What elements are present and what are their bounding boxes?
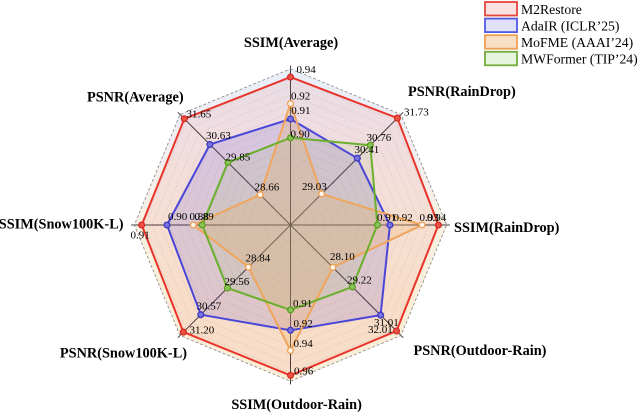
svg-text:0.96: 0.96 <box>294 366 314 378</box>
svg-text:29.85: 29.85 <box>226 152 251 164</box>
svg-text:SSIM(Snow100K-L): SSIM(Snow100K-L) <box>0 217 124 233</box>
svg-text:32.01: 32.01 <box>368 324 393 336</box>
svg-text:0.91: 0.91 <box>293 298 312 310</box>
svg-text:29.56: 29.56 <box>225 276 250 288</box>
svg-text:AdaIR (ICLR’25): AdaIR (ICLR’25) <box>521 18 619 34</box>
svg-text:29.03: 29.03 <box>302 181 327 193</box>
svg-text:PSNR(Average): PSNR(Average) <box>87 90 184 106</box>
svg-text:28.66: 28.66 <box>255 181 280 193</box>
svg-text:M2Restore: M2Restore <box>521 2 582 17</box>
svg-text:0.91: 0.91 <box>291 105 310 117</box>
svg-text:31.73: 31.73 <box>404 107 429 119</box>
svg-text:0.91: 0.91 <box>377 212 396 224</box>
svg-text:PSNR(Snow100K-L): PSNR(Snow100K-L) <box>60 346 187 362</box>
svg-text:31.20: 31.20 <box>190 325 215 337</box>
svg-text:0.91: 0.91 <box>131 230 150 242</box>
svg-text:30.76: 30.76 <box>367 132 392 144</box>
svg-text:0.94: 0.94 <box>427 212 447 224</box>
svg-text:0.92: 0.92 <box>294 318 313 330</box>
svg-text:SSIM(Outdoor-Rain): SSIM(Outdoor-Rain) <box>231 397 362 413</box>
svg-text:31.65: 31.65 <box>187 109 212 121</box>
svg-text:PSNR(Outdoor-Rain): PSNR(Outdoor-Rain) <box>414 343 547 359</box>
svg-text:SSIM(RainDrop): SSIM(RainDrop) <box>454 220 560 236</box>
svg-text:29.22: 29.22 <box>347 275 372 287</box>
svg-text:30.57: 30.57 <box>197 301 222 313</box>
svg-text:0.90: 0.90 <box>168 211 188 223</box>
svg-text:30.63: 30.63 <box>206 130 231 142</box>
svg-text:0.92: 0.92 <box>394 212 413 224</box>
svg-text:0.89: 0.89 <box>195 211 215 223</box>
svg-text:31.01: 31.01 <box>374 317 399 329</box>
svg-text:0.94: 0.94 <box>294 338 314 350</box>
svg-text:PSNR(RainDrop): PSNR(RainDrop) <box>408 84 516 100</box>
svg-text:MWFormer (TIP’24): MWFormer (TIP’24) <box>521 52 638 68</box>
svg-text:MoFME (AAAI’24): MoFME (AAAI’24) <box>521 35 633 51</box>
svg-text:0.90: 0.90 <box>291 129 311 141</box>
svg-text:0.92: 0.92 <box>291 91 310 103</box>
svg-text:28.84: 28.84 <box>246 253 271 265</box>
svg-text:SSIM(Average): SSIM(Average) <box>244 35 338 51</box>
svg-text:30.41: 30.41 <box>355 144 380 156</box>
svg-text:0.88: 0.88 <box>190 211 210 223</box>
svg-text:0.94: 0.94 <box>297 64 317 76</box>
svg-text:28.10: 28.10 <box>330 251 355 263</box>
svg-text:0.93: 0.93 <box>420 212 440 224</box>
